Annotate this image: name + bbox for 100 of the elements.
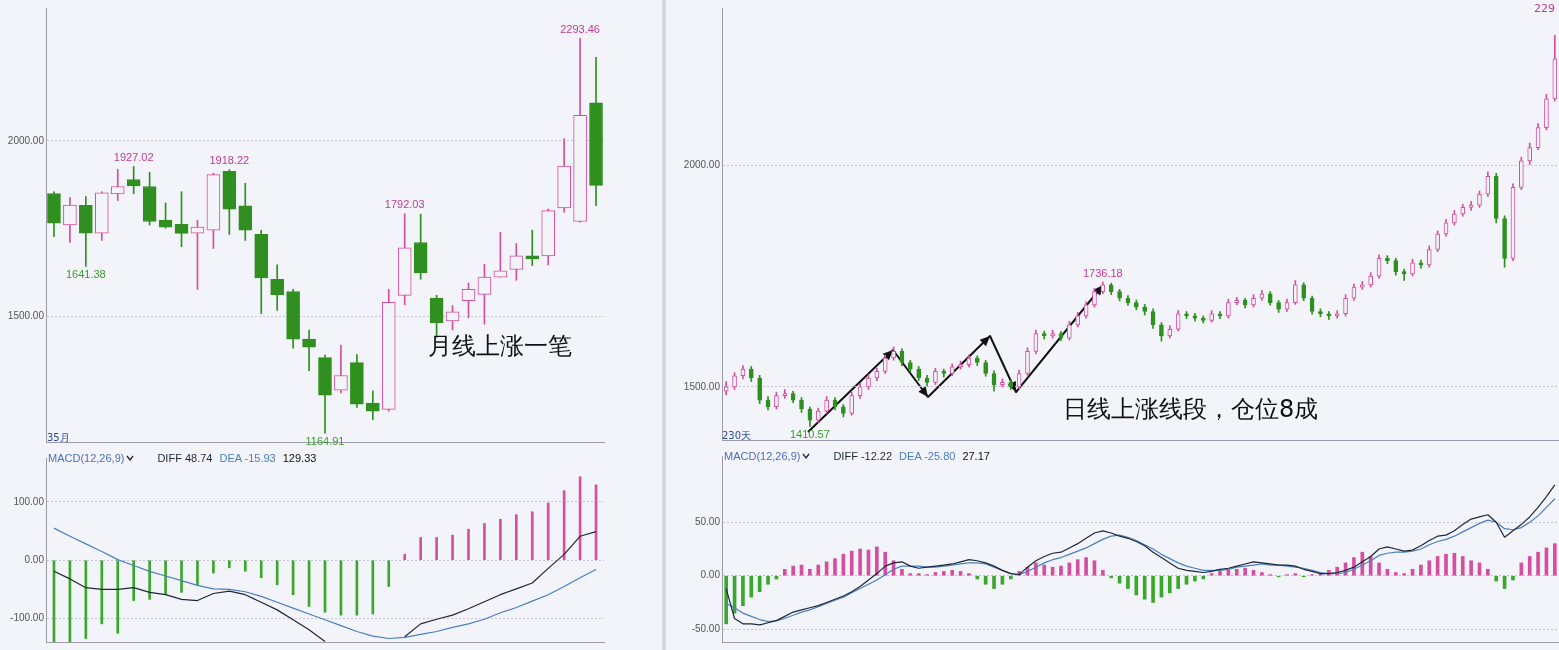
y-tick-label: 2000.00	[683, 159, 721, 171]
annotation: 27.17	[962, 450, 990, 462]
candlestick	[1435, 230, 1440, 253]
bar	[100, 560, 104, 625]
bar	[148, 560, 151, 600]
candlestick	[1251, 294, 1256, 308]
bar	[530, 511, 534, 561]
bar	[1402, 573, 1406, 576]
y-tick-label: 0.00	[24, 553, 45, 565]
annotation: 35月	[47, 432, 70, 443]
annotation: 月线上涨一笔	[428, 332, 572, 360]
annotation: 230天	[722, 430, 752, 441]
bar	[1176, 575, 1180, 589]
candlestick	[1025, 347, 1030, 376]
bar	[1444, 554, 1448, 576]
bar	[916, 573, 921, 576]
bar	[243, 560, 247, 572]
bar	[900, 568, 904, 576]
bar	[546, 502, 550, 561]
bar	[992, 575, 996, 589]
bar	[833, 558, 837, 576]
candlestick	[958, 360, 963, 370]
candlestick	[1276, 300, 1281, 313]
candlestick	[1184, 311, 1189, 319]
annotation: 日线上涨线段，仓位8成	[1063, 395, 1319, 423]
candlestick	[983, 359, 988, 377]
candlestick	[1401, 268, 1407, 281]
bar	[1126, 575, 1130, 589]
bar	[1260, 572, 1264, 576]
bar	[1511, 575, 1515, 581]
bar	[419, 537, 422, 561]
bar	[1209, 573, 1214, 576]
bar	[941, 571, 946, 576]
bar	[791, 565, 795, 576]
candlestick	[891, 346, 896, 361]
annotation: 1164.91	[305, 434, 345, 447]
bar	[371, 560, 375, 615]
candlestick	[1142, 304, 1148, 316]
bar	[1226, 570, 1231, 576]
candlestick	[1159, 322, 1164, 342]
chart-title: MACD(12,26,9)	[48, 452, 125, 464]
candlestick	[302, 329, 316, 371]
bar	[132, 560, 136, 601]
y-tick-label: 2000.00	[7, 134, 45, 146]
bar	[1251, 570, 1256, 576]
candlestick	[1368, 272, 1374, 288]
candlestick	[824, 396, 829, 414]
bar	[1042, 564, 1047, 576]
y-tick-label: 0.00	[700, 569, 721, 581]
candlestick	[1000, 378, 1005, 388]
y-tick-label: -50.00	[691, 622, 721, 634]
candlestick	[1544, 94, 1549, 131]
annotation: 1792.03	[384, 198, 425, 211]
bar	[275, 560, 279, 586]
bar	[1393, 572, 1398, 576]
annotation: 1927.02	[113, 151, 154, 164]
candlestick	[110, 169, 125, 201]
bar	[766, 575, 770, 585]
bar	[228, 560, 231, 569]
annotation: 1918.22	[209, 154, 250, 167]
candlestick	[525, 229, 540, 266]
bar	[1167, 575, 1172, 594]
bar	[808, 568, 812, 576]
candlestick	[774, 391, 779, 410]
annotation: 229	[1534, 2, 1555, 16]
y-tick-label: 1500.00	[683, 380, 721, 392]
bar	[1151, 575, 1155, 603]
bar	[483, 523, 486, 561]
text: DEA -25.80	[899, 450, 956, 462]
candlestick	[1410, 258, 1415, 277]
candlestick	[757, 374, 762, 404]
bar	[724, 575, 729, 625]
bar	[849, 550, 854, 576]
bar	[1101, 570, 1105, 576]
candlestick	[1318, 308, 1323, 318]
annotation: 1410.57	[790, 427, 830, 440]
bar	[212, 560, 215, 574]
candlestick	[1452, 210, 1457, 226]
bar	[1419, 564, 1423, 576]
bar	[116, 560, 120, 634]
annotation: 1641.38	[65, 268, 106, 281]
bar	[782, 568, 787, 576]
candlestick	[908, 359, 913, 373]
candlestick	[1226, 298, 1231, 319]
bar	[933, 572, 938, 576]
bar	[1201, 575, 1206, 580]
bar	[1008, 575, 1013, 580]
candlestick	[1117, 289, 1122, 302]
candlestick	[841, 404, 846, 418]
bar	[1218, 571, 1222, 576]
candlestick	[1502, 215, 1507, 268]
bar	[1084, 557, 1088, 576]
bar	[403, 554, 407, 561]
bar	[1075, 559, 1080, 576]
bar	[1142, 575, 1147, 600]
bar	[467, 528, 470, 561]
bar	[967, 573, 971, 576]
bar	[1469, 560, 1473, 576]
candlestick	[732, 372, 737, 390]
annotation: 1736.18	[1082, 266, 1123, 279]
